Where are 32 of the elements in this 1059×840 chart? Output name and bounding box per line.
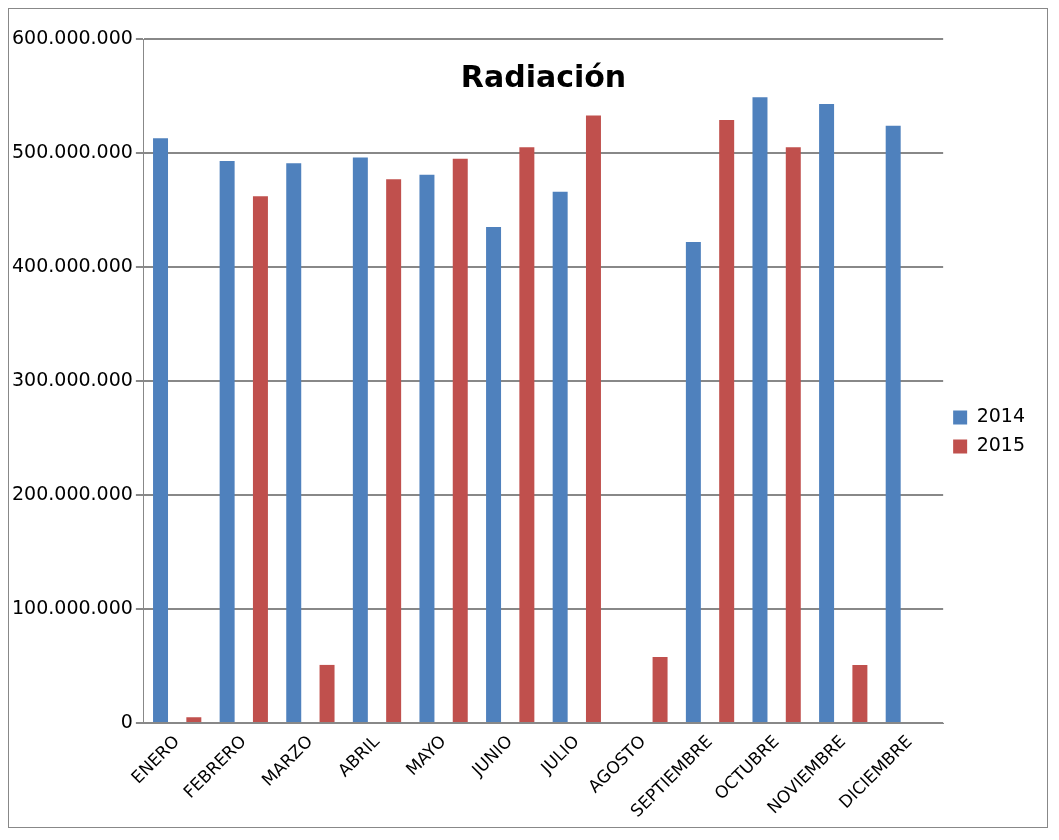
bar — [785, 147, 801, 723]
bar — [486, 227, 502, 723]
y-tick-label: 100.000.000 — [12, 595, 133, 618]
y-tick-label: 400.000.000 — [12, 253, 133, 276]
legend-label: 2015 — [976, 433, 1026, 456]
bar — [386, 179, 402, 723]
bar — [319, 664, 335, 723]
bar — [652, 656, 668, 723]
bar — [685, 241, 701, 723]
bar — [419, 174, 435, 723]
bar — [852, 664, 868, 723]
y-tick-label: 200.000.000 — [12, 481, 133, 504]
y-tick-label: 300.000.000 — [12, 367, 133, 390]
bar — [153, 138, 169, 723]
y-tick-label: 0 — [120, 709, 133, 732]
bar — [452, 158, 468, 723]
y-tick-label: 600.000.000 — [12, 25, 133, 48]
bar — [219, 160, 235, 723]
bar — [719, 119, 735, 723]
bar — [752, 97, 768, 723]
bar — [286, 163, 302, 723]
bar — [519, 147, 535, 723]
y-tick-label: 500.000.000 — [12, 139, 133, 162]
bar — [585, 115, 601, 723]
bar — [885, 125, 901, 723]
bar — [819, 103, 835, 723]
bar — [352, 157, 368, 723]
legend-label: 2014 — [976, 404, 1026, 427]
text: Radiación — [460, 58, 627, 94]
bar — [252, 196, 268, 723]
bar — [186, 717, 202, 723]
bar — [552, 191, 568, 723]
